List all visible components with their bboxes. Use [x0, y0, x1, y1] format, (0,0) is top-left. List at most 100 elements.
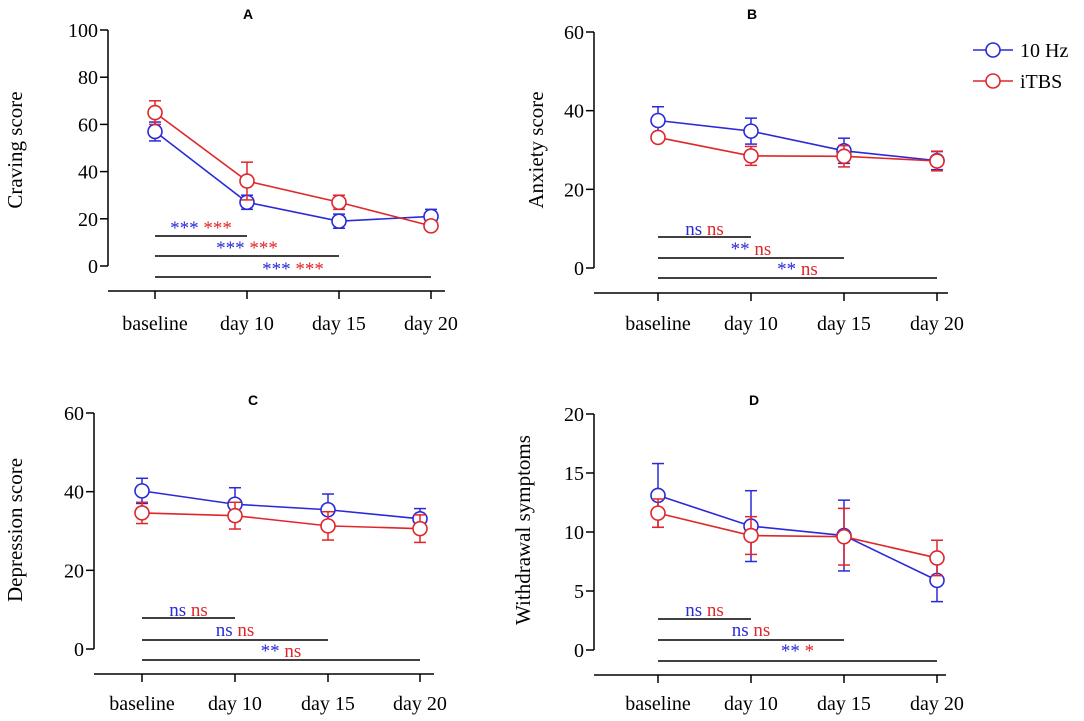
- series-itbs: [651, 130, 944, 170]
- data-point: [424, 219, 438, 233]
- figure: A020406080100Craving scorebaseline day 10…: [0, 0, 1084, 721]
- y-tick-label: 20: [564, 404, 584, 426]
- panel-title: A: [243, 6, 253, 22]
- panel-d: D 0 5 10 15 20 Withdrawal symptoms baseline day …: [511, 392, 964, 715]
- legend-label: iTBS: [1020, 71, 1062, 93]
- x-tick-label: day 10: [724, 693, 778, 715]
- significance-itbs: ***: [249, 238, 278, 259]
- significance-itbs: ***: [295, 259, 324, 280]
- significance-10hz: ns: [216, 620, 233, 641]
- y-tick-label: 15: [564, 463, 584, 485]
- panel-a: A 0 20 40 60 80 100 Craving score baseline day 10…: [3, 6, 458, 335]
- significance-10hz: ***: [170, 218, 199, 239]
- x-tick-label: day 15: [817, 313, 871, 335]
- significance-itbs: ns: [191, 600, 208, 621]
- series-itbs: [651, 499, 944, 576]
- significance-label: ns ns: [216, 620, 255, 641]
- significance-10hz: ns: [685, 219, 702, 240]
- data-point: [321, 519, 335, 533]
- data-point: [837, 530, 851, 544]
- significance-label: *** ***: [262, 259, 324, 280]
- data-point: [135, 484, 149, 498]
- significance-label: ns ns: [685, 600, 724, 621]
- y-tick-label: 80: [78, 67, 98, 89]
- legend: 10 Hz iTBS: [973, 40, 1068, 93]
- significance-10hz: ns: [169, 600, 186, 621]
- data-point: [651, 506, 665, 520]
- series-itbs: [148, 101, 438, 233]
- panel-title: C: [248, 392, 258, 408]
- y-tick-label: 20: [64, 560, 84, 582]
- data-point: [837, 149, 851, 163]
- significance-label: ** ns: [777, 259, 818, 280]
- significance-label: *** ***: [170, 218, 232, 239]
- series-line: [155, 131, 431, 221]
- legend-label: 10 Hz: [1020, 40, 1068, 62]
- y-tick-label: 5: [574, 581, 584, 603]
- legend-item-ten-hz: 10 Hz: [973, 40, 1068, 62]
- y-tick-label: 60: [78, 114, 98, 136]
- x-tick-label: baseline: [625, 313, 691, 335]
- significance-label: ns ns: [732, 620, 771, 641]
- data-point: [930, 551, 944, 565]
- x-tick-label: day 10: [208, 693, 262, 715]
- y-tick-label: 40: [564, 101, 584, 123]
- data-point: [930, 154, 944, 168]
- y-tick-label: 10: [564, 522, 584, 544]
- significance-itbs: ***: [203, 218, 232, 239]
- significance-label: ** ns: [261, 641, 302, 662]
- significance-10hz: ns: [685, 600, 702, 621]
- series-ten-hz: [651, 464, 944, 602]
- data-point: [651, 130, 665, 144]
- panel-c: C 0 20 40 60 Depression score baseline day 10 da…: [3, 392, 447, 715]
- significance-10hz: **: [731, 239, 750, 260]
- x-tick-label: day 10: [724, 313, 778, 335]
- y-axis-label: Craving score: [3, 91, 27, 208]
- y-tick-label: 100: [68, 20, 98, 42]
- data-point: [332, 195, 346, 209]
- significance-label: ns ns: [685, 219, 724, 240]
- significance-10hz: **: [261, 641, 280, 662]
- x-tick-label: day 10: [220, 313, 274, 335]
- significance-itbs: ns: [707, 219, 724, 240]
- y-tick-label: 0: [574, 640, 584, 662]
- data-point: [413, 522, 427, 536]
- y-axis-label: Depression score: [3, 458, 27, 602]
- significance-10hz: **: [777, 259, 796, 280]
- x-tick-label: baseline: [625, 693, 691, 715]
- significance-10hz: ***: [216, 238, 245, 259]
- series-ten-hz: [148, 122, 438, 228]
- data-point: [240, 174, 254, 188]
- x-tick-label: day 15: [301, 693, 355, 715]
- significance-label: ** ns: [731, 239, 772, 260]
- x-tick-label: baseline: [122, 313, 188, 335]
- data-point: [135, 506, 149, 520]
- y-tick-label: 60: [64, 403, 84, 425]
- x-tick-label: day 20: [393, 693, 447, 715]
- legend-marker: [986, 43, 1000, 57]
- significance-10hz: **: [781, 641, 800, 662]
- data-point: [148, 106, 162, 120]
- panel-title: B: [747, 6, 757, 22]
- y-tick-label: 20: [564, 179, 584, 201]
- significance-label: *** ***: [216, 238, 278, 259]
- y-tick-label: 20: [78, 209, 98, 231]
- y-tick-label: 60: [564, 22, 584, 44]
- significance-itbs: ns: [753, 620, 770, 641]
- data-point: [744, 124, 758, 138]
- y-axis-label: Anxiety score: [524, 91, 548, 208]
- legend-item-itbs: iTBS: [973, 71, 1062, 93]
- y-tick-label: 40: [78, 162, 98, 184]
- series-line: [658, 513, 937, 558]
- x-tick-label: day 15: [817, 693, 871, 715]
- significance-itbs: *: [805, 641, 815, 662]
- y-tick-label: 40: [64, 482, 84, 504]
- x-tick-label: day 15: [312, 313, 366, 335]
- data-point: [332, 214, 346, 228]
- legend-marker: [986, 74, 1000, 88]
- y-tick-label: 0: [74, 639, 84, 661]
- series-ten-hz: [651, 107, 944, 170]
- series-line: [155, 113, 431, 226]
- significance-10hz: ns: [732, 620, 749, 641]
